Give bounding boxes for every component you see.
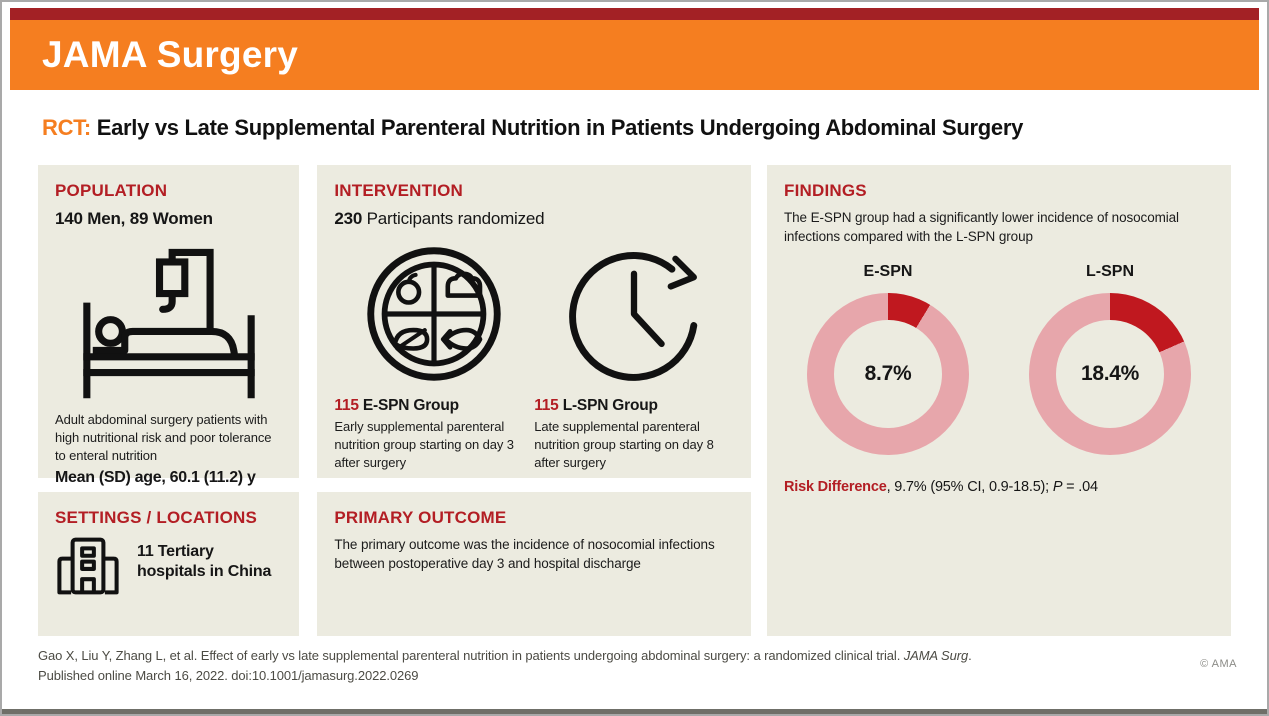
citation-line2: Published online March 16, 2022. doi:10.… (38, 667, 419, 683)
primary-outcome-text: The primary outcome was the incidence of… (334, 537, 715, 571)
population-demographics: 140 Men, 89 Women (55, 209, 213, 228)
settings-row: 11 Tertiary hospitals in China (55, 536, 282, 596)
lspn-donut-value: 18.4% (1080, 361, 1140, 385)
lspn-donut-chart: 18.4% (1029, 292, 1191, 455)
lspn-group-n: 115 (534, 397, 563, 414)
espn-group-name: E-SPN Group (362, 397, 459, 414)
bottom-gray-bar (2, 709, 1267, 714)
citation-text: Gao X, Liu Y, Zhang L, et al. Effect of … (38, 648, 904, 663)
risk-difference-line: Risk Difference, 9.7% (95% CI, 0.9-18.5)… (784, 479, 1214, 495)
column-findings: FINDINGS The E-SPN group had a significa… (767, 165, 1231, 636)
copyright-label: © AMA (1200, 658, 1237, 670)
lspn-group-description: Late supplemental parenteral nutrition g… (534, 419, 714, 471)
citation-journal: JAMA Surg (903, 648, 969, 663)
findings-panel: FINDINGS The E-SPN group had a significa… (767, 165, 1231, 636)
risk-difference-value: , 9.7% (95% CI, 0.9-18.5); (886, 478, 1053, 495)
lspn-group-heading: 115 L-SPN Group (534, 397, 720, 415)
p-symbol: P (1052, 478, 1063, 495)
citation-footer: Gao X, Liu Y, Zhang L, et al. Effect of … (38, 646, 1237, 685)
espn-group-description: Early supplemental parenteral nutrition … (334, 419, 514, 471)
study-type-tag: RCT: (42, 115, 91, 140)
lspn-group: 115 L-SPN Group Late supplemental parent… (534, 397, 734, 473)
column-intervention: INTERVENTION 230 Participants randomized (317, 165, 751, 636)
espn-group: 115 E-SPN Group Early supplemental paren… (334, 397, 534, 473)
clock-icon (534, 245, 734, 383)
espn-donut-value: 8.7% (864, 361, 912, 385)
settings-header: SETTINGS / LOCATIONS (55, 508, 258, 527)
donut-charts: E-SPN 8.7% L-SPN 18.4% (784, 263, 1214, 455)
espn-donut-chart: 8.7% (807, 292, 969, 455)
lspn-donut-group: L-SPN 18.4% (1006, 263, 1214, 455)
intervention-count-suffix: Participants randomized (362, 209, 545, 228)
population-header: POPULATION (55, 181, 168, 200)
p-value: = .04 (1062, 478, 1098, 495)
intervention-panel: INTERVENTION 230 Participants randomized (317, 165, 751, 478)
espn-group-n: 115 (334, 397, 363, 414)
findings-summary: The E-SPN group had a significantly lowe… (784, 210, 1179, 244)
food-plate-icon (334, 245, 534, 383)
patient-in-bed-icon (55, 243, 282, 401)
espn-donut-group: E-SPN 8.7% (784, 263, 992, 455)
intervention-header: INTERVENTION (334, 181, 464, 200)
intervention-icons (334, 245, 734, 383)
population-panel: POPULATION 140 Men, 89 Women (38, 165, 300, 486)
population-description: Adult abdominal surgery patients with hi… (55, 412, 272, 464)
panel-grid: POPULATION 140 Men, 89 Women (38, 165, 1231, 636)
findings-header: FINDINGS (784, 181, 867, 200)
settings-panel: SETTINGS / LOCATIONS 11 Tertiary hospita… (38, 492, 300, 636)
espn-donut-label: E-SPN (863, 262, 913, 280)
lspn-donut-label: L-SPN (1086, 262, 1134, 280)
intervention-count-line: 230 Participants randomized (334, 209, 734, 229)
study-title-text: Early vs Late Supplemental Parenteral Nu… (90, 115, 1024, 140)
column-population: POPULATION 140 Men, 89 Women (38, 165, 300, 636)
journal-title: JAMA Surgery (42, 34, 298, 75)
citation-period: . (968, 648, 972, 663)
risk-difference-label: Risk Difference (784, 478, 887, 495)
hospital-icon (55, 536, 121, 596)
lspn-group-name: L-SPN Group (562, 397, 658, 414)
intervention-count: 230 (334, 209, 363, 228)
intervention-groups: 115 E-SPN Group Early supplemental paren… (334, 397, 734, 473)
settings-text: 11 Tertiary hospitals in China (137, 543, 272, 580)
top-red-strip (10, 8, 1259, 20)
primary-outcome-header: PRIMARY OUTCOME (334, 508, 507, 527)
journal-banner: JAMA Surgery (10, 20, 1259, 90)
population-age: Mean (SD) age, 60.1 (11.2) y (55, 468, 256, 486)
espn-group-heading: 115 E-SPN Group (334, 397, 520, 415)
citation-line1: Gao X, Liu Y, Zhang L, et al. Effect of … (38, 646, 1231, 666)
study-title: RCT: Early vs Late Supplemental Parenter… (42, 115, 1227, 141)
primary-outcome-panel: PRIMARY OUTCOME The primary outcome was … (317, 492, 751, 636)
